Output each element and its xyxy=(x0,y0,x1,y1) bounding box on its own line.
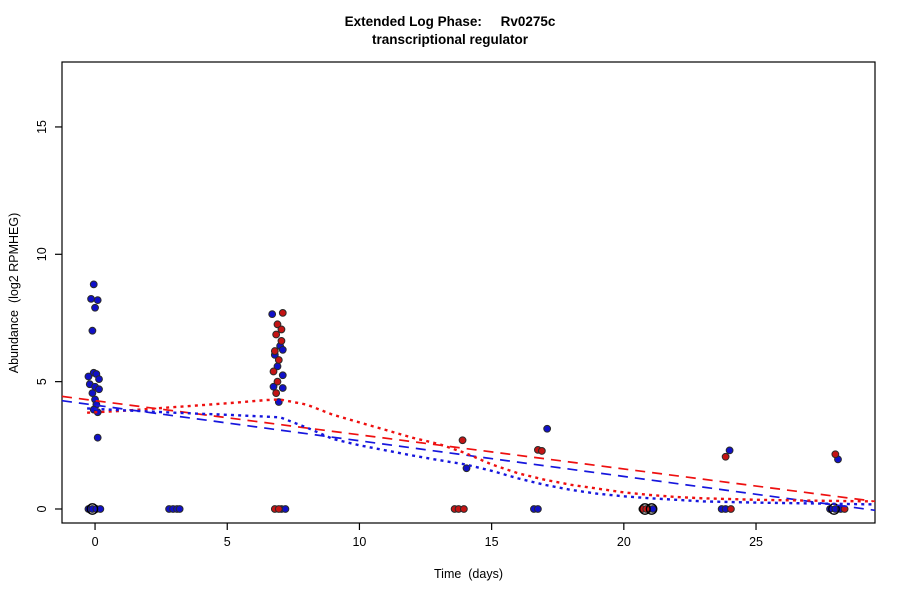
blue-filled-points-point xyxy=(278,345,287,354)
red-filled-points-point xyxy=(274,356,283,364)
red-filled-points-point xyxy=(273,377,282,386)
red-filled-points-point xyxy=(277,336,286,345)
x-tick-label: 20 xyxy=(617,535,631,549)
y-tick-label: 10 xyxy=(35,247,49,261)
blue-filled-points-point xyxy=(93,433,102,442)
blue-filled-points-point xyxy=(88,389,97,398)
red-filled-points-point xyxy=(272,330,281,339)
blue-filled-points-point xyxy=(175,505,184,513)
black-open-circles-point xyxy=(639,503,651,515)
blue-filled-points-point xyxy=(278,384,287,392)
x-tick-label: 0 xyxy=(92,535,99,549)
x-tick-label: 15 xyxy=(485,535,499,549)
blue-filled-points-point xyxy=(89,280,98,289)
red-filled-points-point xyxy=(273,320,282,329)
red-filled-points-point xyxy=(727,505,735,513)
blue-filled-points-point xyxy=(95,385,103,394)
red-filled-points-point xyxy=(721,452,730,461)
red-dotted-smooth-fit xyxy=(87,398,873,503)
blue-filled-points-point xyxy=(725,446,734,455)
blue-filled-points-point xyxy=(88,326,97,335)
plot-area-frame xyxy=(61,61,876,524)
y-tick-label: 15 xyxy=(35,120,49,134)
red-filled-points-point xyxy=(274,505,283,513)
red-filled-points-point xyxy=(270,347,279,355)
chart-title-line1: Extended Log Phase: Rv0275c xyxy=(344,14,556,29)
x-axis-title: Time (days) xyxy=(434,567,503,581)
red-filled-points-point xyxy=(459,505,468,513)
blue-filled-points-point xyxy=(543,424,552,433)
red-filled-points-point xyxy=(831,450,840,459)
y-tick-label: 5 xyxy=(35,378,49,385)
red-filled-points-point xyxy=(272,389,281,398)
red-filled-points-point xyxy=(278,308,287,317)
x-tick-label: 25 xyxy=(749,535,763,549)
chart-title-line2: transcriptional regulator xyxy=(371,32,529,47)
blue-filled-points-point xyxy=(534,505,542,513)
y-tick-label: 0 xyxy=(35,505,49,512)
x-tick-label: 5 xyxy=(224,535,231,549)
red-filled-points-point xyxy=(269,367,278,376)
blue-filled-points-point xyxy=(91,303,99,312)
blue-filled-points-point xyxy=(84,372,93,381)
black-open-circles-point xyxy=(645,503,658,515)
x-tick-label: 10 xyxy=(352,535,366,549)
blue-filled-points-point xyxy=(95,375,103,383)
blue-filled-points-point xyxy=(96,505,105,513)
red-dashed-linear-fit xyxy=(61,395,876,503)
blue-filled-points-point xyxy=(274,398,283,406)
blue-filled-points-point xyxy=(278,371,287,380)
red-filled-points-point xyxy=(458,436,467,445)
red-filled-points-point xyxy=(537,447,546,455)
red-filled-points-point xyxy=(277,325,286,334)
blue-filled-points-point xyxy=(269,382,278,391)
blue-dotted-smooth-fit xyxy=(87,407,873,506)
black-open-circles-point xyxy=(86,503,99,515)
blue-filled-points-point xyxy=(93,296,102,305)
blue-filled-points-point xyxy=(281,505,290,513)
blue-filled-points-point xyxy=(268,310,277,319)
blue-filled-points-point xyxy=(462,464,471,473)
y-axis-title: Abundance (log2 RPMHEG) xyxy=(7,212,21,374)
blue-filled-points-point xyxy=(87,294,95,303)
